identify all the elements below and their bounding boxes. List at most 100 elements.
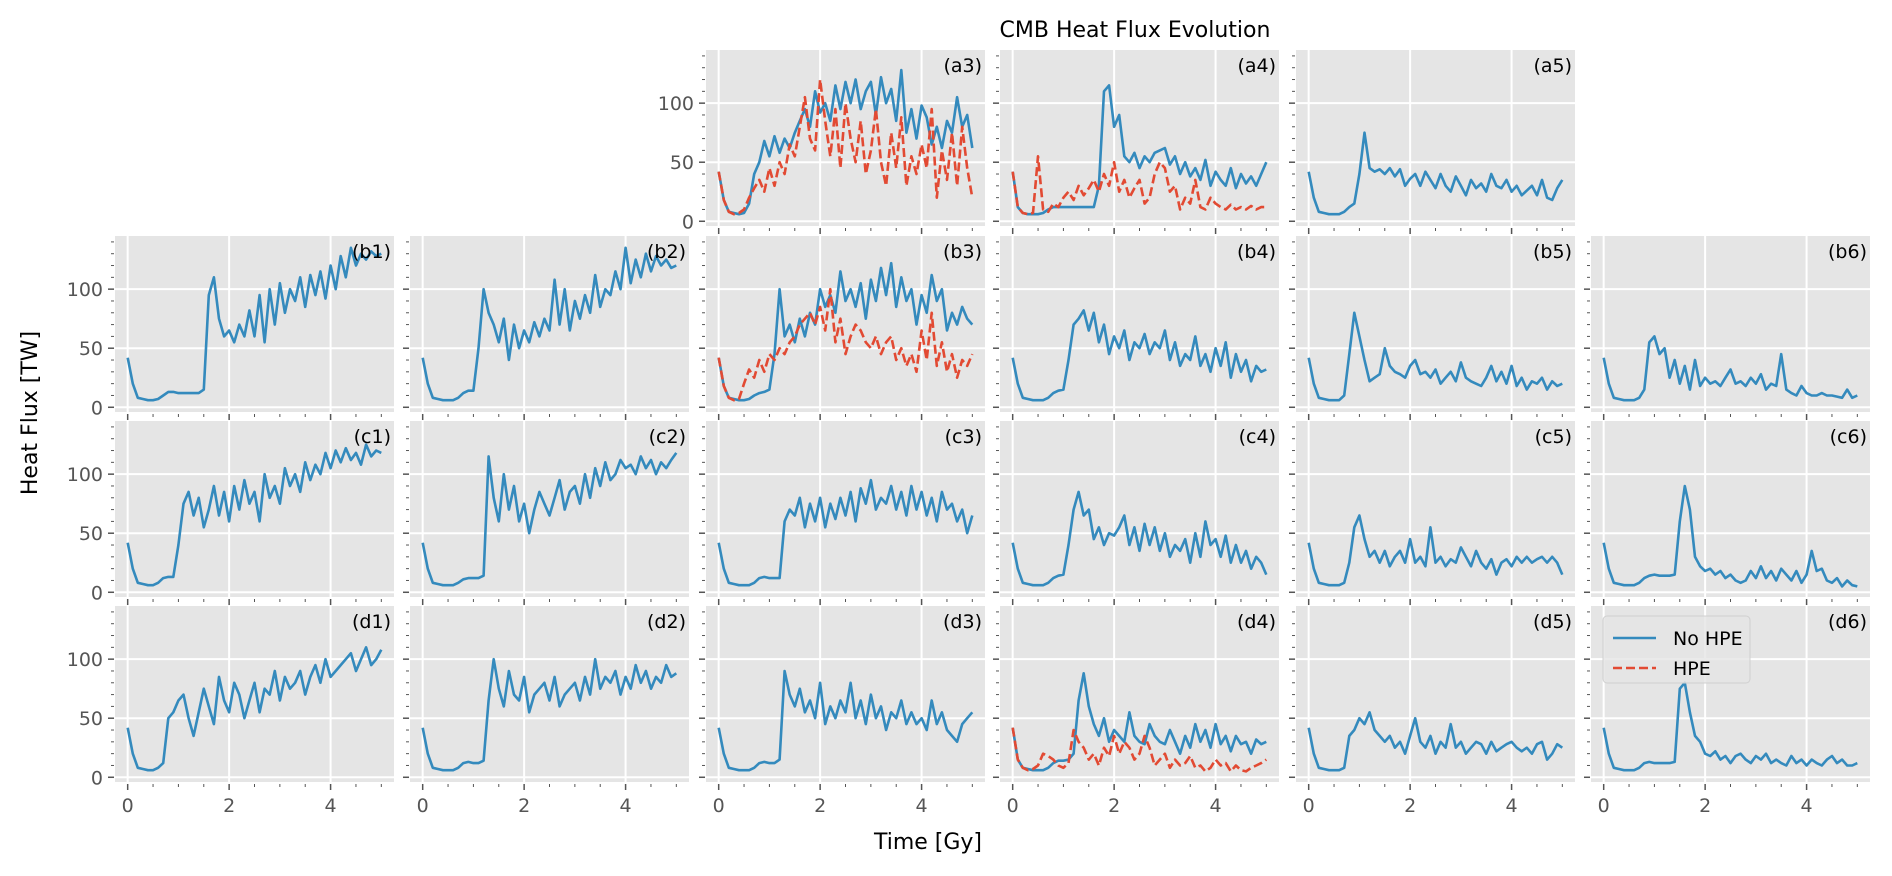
- series-line-no-hpe: [1602, 335, 1858, 402]
- y-axis-label: Heat Flux [TW]: [18, 331, 43, 495]
- plot-background: [1591, 421, 1870, 597]
- subplot-c1: 0 50 100 (c1): [67, 421, 394, 605]
- x-tick-label: 4: [1210, 795, 1222, 817]
- series-line-hpe: [1011, 155, 1267, 216]
- x-tick-label: 2: [814, 795, 826, 817]
- x-tick-label: 4: [325, 795, 337, 817]
- series-line-no-hpe: [421, 452, 678, 587]
- subplot-b5: (b5): [1289, 236, 1575, 420]
- series-line-no-hpe: [126, 645, 383, 772]
- subplot-c2: (c2): [403, 421, 689, 605]
- plot-background: [410, 421, 689, 597]
- subplot-d1: 0 50 100 0 2 4 (d1): [67, 606, 394, 817]
- legend-label: No HPE: [1673, 628, 1743, 650]
- panel-label: (a3): [943, 55, 982, 77]
- series-line-no-hpe: [126, 443, 382, 587]
- y-tick-label: 0: [91, 397, 103, 419]
- subplot-d5: 0 2 4 (d5): [1289, 606, 1575, 817]
- plot-background: [410, 606, 689, 782]
- x-tick-label: 0: [713, 795, 725, 817]
- plot-background: [1296, 236, 1575, 412]
- panel-label: (c6): [1830, 426, 1867, 448]
- panel-label: (a5): [1533, 55, 1572, 77]
- subplot-d4: 0 2 4 (d4): [993, 606, 1279, 817]
- subplot-d3: 0 2 4 (d3): [699, 606, 985, 817]
- series-line-no-hpe: [1602, 681, 1858, 772]
- panel-label: (a4): [1237, 55, 1276, 77]
- panel-label: (d4): [1237, 611, 1276, 633]
- x-tick-label: 2: [1699, 795, 1711, 817]
- x-tick-label: 4: [1801, 795, 1813, 817]
- panel-label: (c3): [945, 426, 982, 448]
- series-line-hpe: [717, 78, 974, 216]
- series-line-no-hpe: [717, 669, 974, 772]
- plot-background: [115, 421, 394, 597]
- x-tick-label: 4: [620, 795, 632, 817]
- series-line-no-hpe: [717, 261, 974, 402]
- series-line-no-hpe: [421, 246, 677, 402]
- legend: No HPE HPE: [1602, 615, 1751, 684]
- subplot-c6: (c6): [1584, 421, 1870, 605]
- x-tick-label: 0: [1007, 795, 1019, 817]
- y-tick-label: 0: [682, 211, 694, 233]
- x-tick-label: 2: [1404, 795, 1416, 817]
- panel-label: (d2): [647, 611, 686, 633]
- panel-label: (d3): [943, 611, 982, 633]
- x-tick-label: 2: [1108, 795, 1120, 817]
- panel-label: (c2): [649, 426, 686, 448]
- x-axis-label: Time [Gy]: [873, 830, 982, 855]
- y-tick-label: 100: [658, 93, 694, 115]
- x-tick-label: 2: [518, 795, 530, 817]
- series-line-no-hpe: [421, 657, 678, 772]
- y-tick-label: 0: [91, 767, 103, 789]
- subplot-b4: (b4): [993, 236, 1279, 420]
- panel-label: (d1): [352, 611, 391, 633]
- subplot-grid: 0 50 100 (a3) (a4) (a5) 0 50 100 (b1) (b2) (b3) (b4)…: [67, 50, 1870, 817]
- series-line-no-hpe: [1307, 514, 1564, 587]
- subplot-a5: (a5): [1289, 50, 1575, 234]
- subplot-d2: 0 2 4 (d2): [403, 606, 689, 817]
- legend-box: [1602, 615, 1751, 684]
- legend-label: HPE: [1673, 658, 1711, 680]
- plot-background: [706, 606, 985, 782]
- x-tick-label: 2: [223, 795, 235, 817]
- subplot-c3: (c3): [699, 421, 985, 605]
- subplot-b3: (b3): [699, 236, 985, 420]
- plot-background: [706, 421, 985, 597]
- subplot-c4: (c4): [993, 421, 1279, 605]
- x-tick-label: 0: [1303, 795, 1315, 817]
- plot-background: [115, 606, 394, 782]
- y-tick-label: 50: [79, 708, 103, 730]
- plot-background: [1296, 421, 1575, 597]
- plot-background: [1000, 50, 1279, 226]
- series-line-hpe: [1011, 727, 1268, 773]
- subplot-a4: (a4): [993, 50, 1279, 234]
- series-line-no-hpe: [1602, 484, 1858, 588]
- panel-label: (c5): [1535, 426, 1572, 448]
- subplot-d6: 0 2 4 (d6) No HPE HPE: [1584, 606, 1870, 817]
- panel-label: (d5): [1533, 611, 1572, 633]
- x-tick-label: 4: [1506, 795, 1518, 817]
- y-tick-label: 100: [67, 464, 103, 486]
- plot-background: [1000, 421, 1279, 597]
- y-tick-label: 50: [79, 523, 103, 545]
- panel-label: (b1): [352, 241, 391, 263]
- panel-label: (b6): [1828, 241, 1867, 263]
- series-line-no-hpe: [1307, 311, 1563, 402]
- y-tick-label: 50: [670, 152, 694, 174]
- x-tick-label: 0: [122, 795, 134, 817]
- series-line-no-hpe: [717, 478, 974, 587]
- panel-label: (b2): [647, 241, 686, 263]
- y-tick-label: 50: [79, 338, 103, 360]
- subplot-c5: (c5): [1289, 421, 1575, 605]
- plot-background: [1296, 50, 1575, 226]
- plot-background: [706, 236, 985, 412]
- panel-label: (d6): [1828, 611, 1867, 633]
- series-line-no-hpe: [1307, 710, 1564, 772]
- series-line-no-hpe: [1011, 490, 1268, 587]
- panel-label: (b3): [943, 241, 982, 263]
- x-tick-label: 0: [1598, 795, 1610, 817]
- series-line-no-hpe: [126, 246, 382, 402]
- series-line-no-hpe: [1011, 309, 1267, 402]
- plot-background: [1000, 236, 1279, 412]
